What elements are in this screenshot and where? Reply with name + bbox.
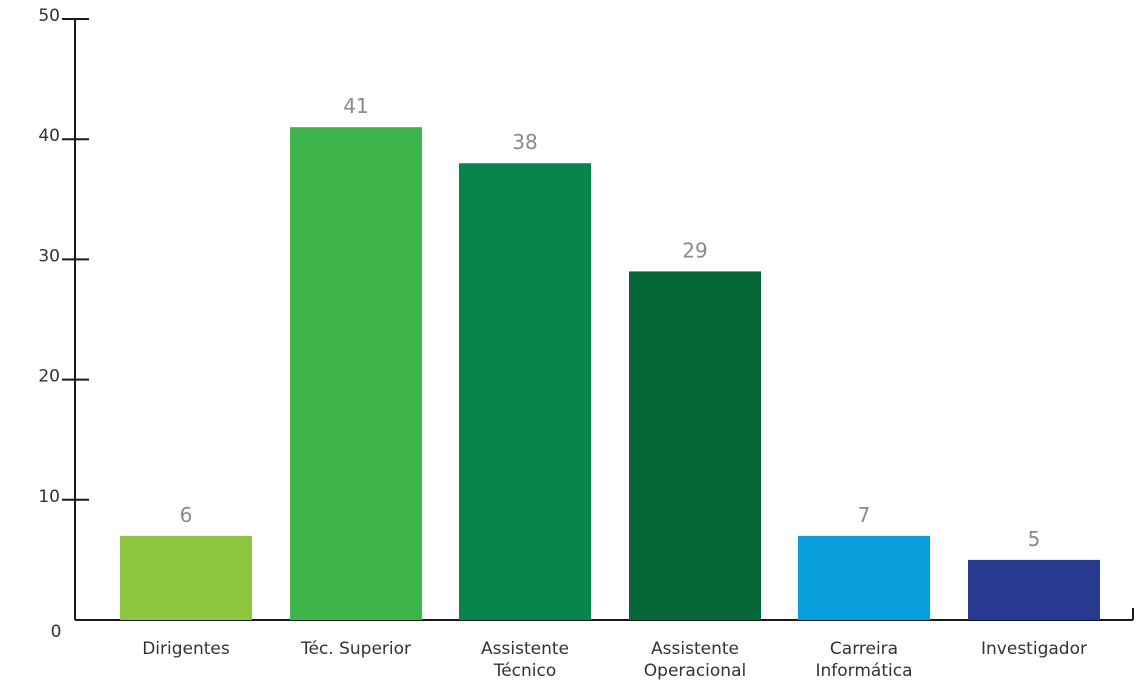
data-label: 29 [682, 238, 707, 262]
bar [629, 271, 761, 620]
data-label: 38 [512, 130, 537, 154]
labels: 6 Dirigentes 41 Téc. Superior 38 Assistente Té… [142, 94, 1087, 681]
x-tick-label: Dirigentes [142, 639, 230, 659]
bar [798, 535, 930, 620]
bars [120, 127, 1100, 621]
data-label: 6 [180, 503, 193, 527]
x-tick-label: Carreira Informática [816, 639, 913, 681]
y-tick-label: 30 [38, 246, 60, 266]
bar [459, 163, 591, 621]
bar [290, 127, 422, 621]
data-label: 7 [858, 503, 871, 527]
y-tick-label: 20 [38, 367, 60, 387]
data-label: 5 [1028, 527, 1041, 551]
y-tick-label: 0 [51, 622, 62, 642]
x-tick-label: Téc. Superior [300, 639, 411, 659]
y-tick-label: 10 [38, 487, 60, 507]
x-tick-label: Assistente Técnico [481, 639, 569, 681]
y-tick-label: 50 [38, 6, 60, 26]
x-tick-label: Investigador [981, 639, 1087, 659]
y-tick-label: 40 [38, 126, 60, 146]
data-label: 41 [343, 94, 368, 118]
bar [120, 535, 252, 620]
x-tick-label: Assistente Operacional [644, 639, 746, 681]
bar [968, 559, 1100, 620]
